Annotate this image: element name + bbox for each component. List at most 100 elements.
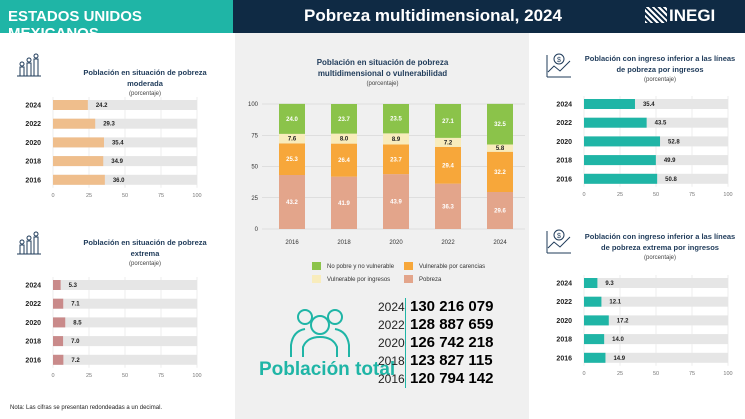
- tick-label: 25: [617, 192, 623, 198]
- data-label: 5.3: [69, 283, 78, 289]
- category-label: 2016: [285, 240, 299, 246]
- data-label: 35.4: [643, 102, 655, 108]
- inegi-logo-icon: [645, 7, 667, 23]
- tick-label: 0: [51, 373, 54, 379]
- data-label: 49.9: [664, 158, 676, 164]
- tick-label: 50: [653, 371, 659, 377]
- category-label: 2024: [556, 102, 572, 109]
- tick-label: 75: [251, 133, 258, 139]
- data-label: 43.2: [286, 200, 298, 206]
- logo-text: INEGI: [669, 6, 716, 25]
- data-label: 29.3: [103, 122, 115, 128]
- bar-track: [53, 354, 197, 365]
- legend-item: Pobreza: [404, 275, 441, 283]
- chart-title-ingreso-extrema: Población con ingreso inferior a las lín…: [584, 232, 736, 261]
- data-label: 7.6: [288, 137, 297, 143]
- tick-label: 0: [51, 193, 54, 199]
- bar: [53, 100, 88, 110]
- data-label: 27.1: [442, 119, 454, 125]
- bar-segment: [435, 137, 461, 147]
- bar: [584, 334, 605, 345]
- data-label: 23.5: [390, 117, 402, 123]
- data-label: 8.0: [340, 137, 349, 143]
- bar-track: [584, 155, 728, 166]
- bar-segment: [279, 143, 305, 175]
- data-label: 8.9: [392, 137, 401, 143]
- bar-track: [584, 117, 728, 128]
- bar: [53, 280, 61, 290]
- bar: [53, 298, 64, 309]
- category-label: 2020: [25, 140, 41, 147]
- data-label: 7.2: [71, 358, 80, 364]
- bar-track: [584, 99, 728, 109]
- svg-text:$: $: [557, 57, 561, 64]
- bar-segment: [487, 144, 513, 152]
- data-label: 23.7: [338, 117, 350, 123]
- data-label: 50.8: [665, 177, 677, 183]
- category-label: 2020: [389, 240, 403, 246]
- category-label: 2020: [25, 320, 41, 327]
- category-label: 2016: [25, 357, 41, 364]
- population-label: Población total: [259, 359, 396, 380]
- data-label: 26.4: [338, 158, 350, 164]
- tick-label: 25: [617, 371, 623, 377]
- category-label: 2024: [25, 283, 41, 290]
- bar-track: [584, 315, 728, 326]
- bar-track: [53, 156, 197, 167]
- bar-track: [53, 336, 197, 347]
- bar: [584, 278, 598, 288]
- bar-segment: [279, 133, 305, 144]
- population-row: 2024 130 216 079: [378, 298, 494, 315]
- data-label: 14.9: [613, 356, 625, 362]
- bar: [584, 315, 609, 326]
- bar: [53, 336, 64, 347]
- data-label: 32.2: [494, 170, 506, 176]
- tick-label: 100: [723, 192, 732, 198]
- category-label: 2018: [337, 240, 351, 246]
- tick-label: 50: [251, 165, 258, 171]
- bar-segment: [279, 103, 305, 134]
- category-label: 2020: [556, 318, 572, 325]
- tick-label: 75: [158, 373, 164, 379]
- tick-label: 0: [582, 371, 585, 377]
- tick-label: 75: [689, 192, 695, 198]
- family-icon: [17, 53, 41, 77]
- category-label: 2020: [556, 139, 572, 146]
- category-label: 2018: [25, 159, 41, 166]
- legend-item: Vulnerable por ingresos: [312, 275, 404, 283]
- page-title: Pobreza multidimensional, 2024: [233, 0, 633, 33]
- data-label: 29.4: [442, 163, 454, 169]
- data-label: 36.0: [113, 178, 125, 184]
- tick-label: 50: [122, 373, 128, 379]
- data-label: 43.9: [390, 200, 402, 206]
- svg-text:$: $: [557, 233, 561, 240]
- bar-segment: [383, 133, 409, 145]
- data-label: 29.6: [494, 209, 506, 215]
- bar: [53, 156, 104, 167]
- data-label: 43.5: [655, 121, 667, 127]
- chart-title-ingreso: Población con ingreso inferior a las lín…: [584, 54, 736, 83]
- bar-track: [584, 334, 728, 345]
- data-label: 14.0: [612, 337, 624, 343]
- category-label: 2016: [556, 176, 572, 183]
- data-label: 36.3: [442, 204, 454, 210]
- footnote: Nota: Las cifras se presentan redondeada…: [10, 405, 163, 411]
- bar-segment: [435, 146, 461, 184]
- tick-label: 25: [86, 193, 92, 199]
- bar-segment: [279, 175, 305, 229]
- population-row: 2016 120 794 142: [378, 370, 494, 387]
- tick-label: 100: [723, 371, 732, 377]
- bar-track: [53, 280, 197, 290]
- tick-label: 25: [86, 373, 92, 379]
- inegi-logo: INEGI: [633, 0, 745, 33]
- bar-segment: [487, 151, 513, 192]
- bar: [53, 174, 105, 185]
- data-label: 7.2: [444, 140, 453, 146]
- bar-segment: [383, 144, 409, 175]
- population-group-icon: [290, 309, 350, 357]
- bar: [53, 317, 66, 328]
- bar-segment: [383, 104, 409, 134]
- bar: [584, 296, 602, 307]
- data-label: 41.9: [338, 201, 350, 207]
